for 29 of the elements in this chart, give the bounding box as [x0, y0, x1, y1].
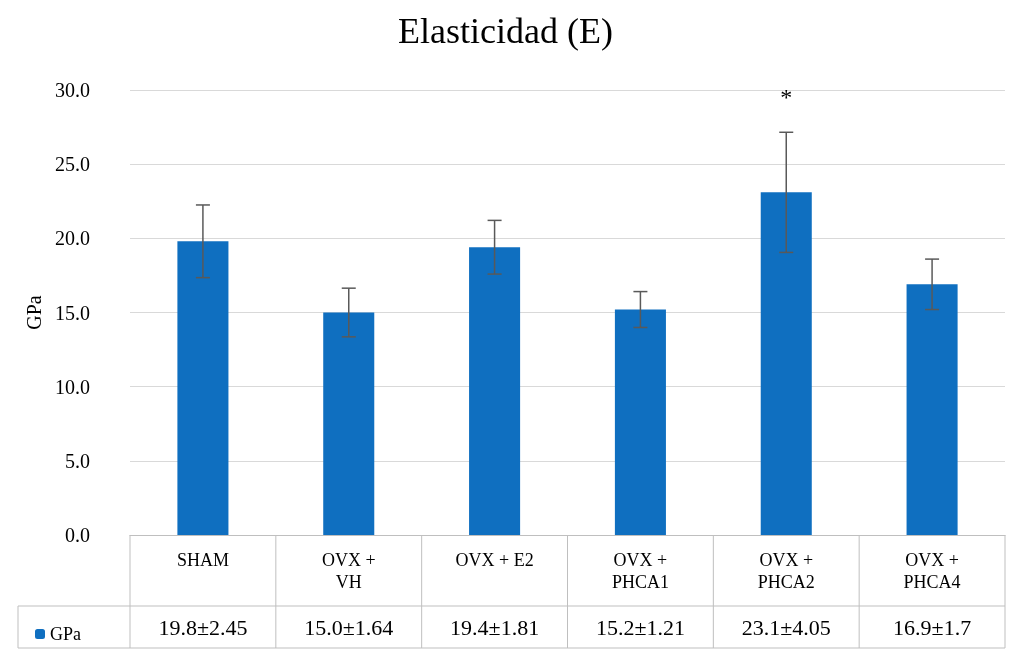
bar: [323, 312, 375, 535]
x-tick-label: OVX + E2: [455, 550, 534, 570]
data-label: 23.1±4.05: [741, 614, 831, 640]
y-tick-label: 15.0: [55, 301, 90, 324]
y-tick-label: 10.0: [55, 375, 90, 398]
y-axis-title: GPa: [23, 295, 46, 330]
x-tick-label: OVX + VH: [321, 550, 376, 592]
y-tick-label: 25.0: [55, 153, 90, 176]
x-tick-label: OVX + PHCA2: [757, 550, 815, 592]
y-tick-label: 5.0: [65, 449, 90, 472]
legend-label: GPa: [50, 624, 82, 644]
data-label: 15.2±1.21: [595, 614, 685, 640]
bar: [760, 192, 812, 535]
data-label: 16.9±1.7: [893, 614, 972, 640]
data-label: 15.0±1.64: [304, 614, 394, 640]
data-label: 19.4±1.81: [450, 614, 540, 640]
bar: [614, 309, 666, 535]
annotation: *: [780, 84, 793, 110]
data-label: 19.8±2.45: [158, 614, 248, 640]
x-tick-label: OVX + PHCA1: [611, 550, 669, 592]
bar: [906, 284, 958, 535]
y-tick-label: 20.0: [55, 227, 90, 250]
y-tick-label: 0.0: [65, 524, 90, 546]
bar: [177, 241, 229, 535]
chart-title: Elasticidad (E): [398, 11, 613, 51]
y-tick-label: 30.0: [55, 79, 90, 101]
x-tick-label: OVX + PHCA4: [903, 550, 961, 592]
bar: [469, 247, 521, 535]
x-tick-label: SHAM: [176, 550, 229, 570]
